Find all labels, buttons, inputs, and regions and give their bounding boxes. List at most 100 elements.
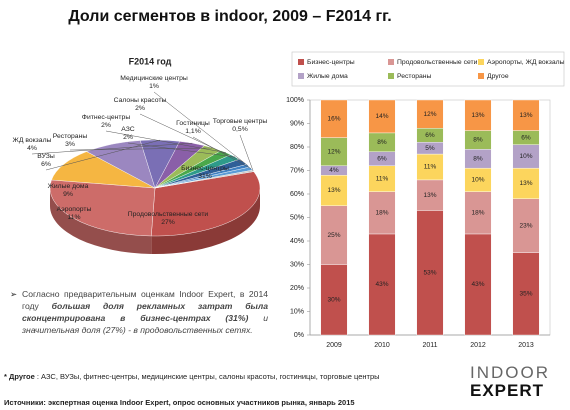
y-tick-label: 20% (290, 285, 304, 292)
legend-label: Жилые дома (307, 73, 348, 80)
y-tick-label: 80% (290, 144, 304, 151)
bar-segment (368, 191, 396, 235)
pie-category-label: Рестораны (53, 133, 88, 140)
bar-value-label: 43% (471, 281, 484, 288)
legend-label: Другое (487, 73, 509, 80)
pie-category-label: Бизнес-центры (181, 165, 229, 172)
bar-segment (416, 153, 444, 181)
pie-category-label: Жилые дома (48, 183, 89, 190)
y-tick-label: 10% (290, 308, 304, 315)
pie-value-label: 6% (41, 161, 51, 168)
bullet-text: ➢ Согласно предварительным оценкам Indoo… (10, 288, 268, 336)
pie-depth (50, 188, 152, 254)
bar-value-label: 4% (329, 167, 339, 174)
pie-slice (51, 151, 156, 189)
bar-value-label: 10% (471, 177, 484, 184)
leader-line (153, 91, 249, 166)
bar-value-label: 8% (473, 137, 483, 144)
y-tick-label: 60% (290, 191, 304, 198)
pie-category-label: Фитнес-центры (82, 114, 131, 121)
pie-value-label: 27% (161, 219, 175, 226)
bar-segment (512, 198, 540, 253)
bar-value-label: 53% (423, 269, 436, 276)
bar-value-label: 10% (519, 153, 532, 160)
bar-value-label: 6% (521, 134, 531, 141)
bar-segment (464, 99, 492, 131)
bar-value-label: 18% (471, 210, 484, 217)
bar-value-label: 8% (473, 155, 483, 162)
bar-value-label: 12% (423, 111, 436, 118)
pie-value-label: 2% (101, 122, 111, 129)
pie-value-label: 0,5% (232, 126, 248, 133)
bar-value-label: 8% (377, 139, 387, 146)
source: Источники: экспертная оценка Indoor Expe… (4, 398, 355, 407)
bar-value-label: 18% (375, 210, 388, 217)
bullet-segment: и значительная доля (27%) - в продовольс… (22, 313, 268, 335)
bar-value-label: 16% (327, 116, 340, 123)
pie-value-label: 4% (27, 145, 37, 152)
logo-bottom: EXPERT (470, 381, 545, 400)
bar-segment (416, 210, 444, 336)
leader-line (105, 130, 227, 153)
x-tick-label: 2009 (326, 342, 342, 349)
pie-value-label: 1% (149, 83, 159, 90)
leader-line (239, 134, 254, 171)
legend-swatch (388, 73, 394, 79)
legend-swatch (478, 59, 484, 65)
bar-segment (464, 233, 492, 336)
bar-value-label: 12% (327, 148, 340, 155)
pie-value-label: 2% (135, 105, 145, 112)
bar-value-label: 30% (327, 296, 340, 303)
pie-slice (49, 179, 156, 237)
bullet-icon: ➢ (10, 289, 18, 299)
bar-segment (512, 252, 540, 336)
legend-swatch (388, 59, 394, 65)
y-tick-label: 90% (290, 120, 304, 127)
bar-value-label: 23% (519, 222, 532, 229)
logo-top: INDOOR (470, 363, 550, 382)
pie-slice (151, 171, 261, 237)
pie-category-label: Гостиницы (176, 120, 210, 127)
bar-segment (368, 165, 396, 192)
leader-line (69, 147, 213, 151)
bar-value-label: 5% (425, 145, 435, 152)
bar-segment (368, 99, 396, 134)
y-tick-label: 30% (290, 261, 304, 268)
bar-segment (320, 205, 348, 265)
bar-value-label: 11% (376, 175, 389, 182)
y-tick-label: 70% (290, 167, 304, 174)
bar-value-label: 13% (423, 192, 436, 199)
y-tick-label: 50% (290, 214, 304, 221)
pie-category-label: ЖД вокзалы (13, 137, 52, 144)
legend-label: Аэропорты, ЖД вокзалы (487, 59, 565, 66)
y-tick-label: 100% (286, 97, 304, 104)
leader-line (45, 139, 161, 171)
bar-segment (416, 179, 444, 211)
slide-title: Доли сегментов в indoor, 2009 – F2014 гг… (68, 8, 392, 25)
pie-category-label: Аэропорты (57, 206, 92, 213)
pie-category-label: Медицинские центры (120, 75, 188, 82)
footnote-label: * Другое (4, 372, 35, 381)
pie-depth (151, 188, 260, 254)
bullet-segment: Согласно предварительным оценкам Indoor … (22, 289, 268, 311)
bar-segment (320, 264, 348, 336)
bar-segment (320, 99, 348, 138)
bar-value-label: 35% (519, 291, 532, 298)
logo: INDOOR EXPERT (470, 364, 562, 400)
x-tick-label: 2013 (518, 342, 534, 349)
pie-title: F2014 год (129, 56, 172, 66)
bar-value-label: 6% (377, 155, 387, 162)
pie-value-label: 9% (63, 191, 73, 198)
legend-swatch (478, 73, 484, 79)
leader-line (31, 142, 193, 155)
bar-value-label: 6% (425, 132, 435, 139)
pie-category-label: Торговые центры (213, 118, 268, 125)
leader-line (139, 113, 244, 163)
pie-value-label: 31% (198, 173, 212, 180)
pie-category-label: Продовольственные сети (128, 211, 209, 218)
leader-line (127, 142, 236, 158)
x-tick-label: 2012 (470, 342, 486, 349)
pie-value-label: 3% (65, 141, 75, 148)
bar-value-label: 13% (519, 112, 532, 119)
